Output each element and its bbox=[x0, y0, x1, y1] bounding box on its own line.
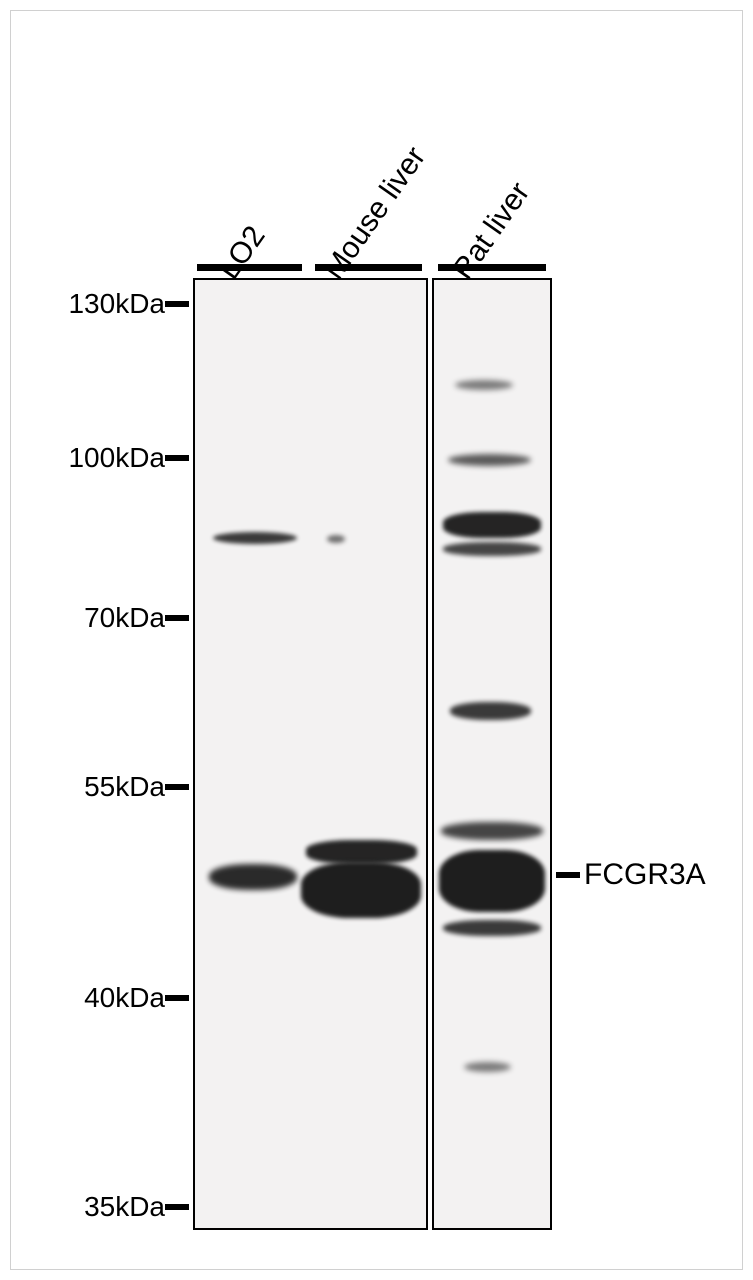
lane-label: LO2 bbox=[212, 220, 272, 286]
western-blot-figure: 130kDa100kDa70kDa55kDa40kDa35kDaLO2Mouse… bbox=[0, 0, 753, 1280]
target-protein-label: FCGR3A bbox=[584, 858, 706, 892]
mw-marker-label: 130kDa bbox=[68, 288, 165, 320]
blot-band bbox=[327, 535, 345, 543]
mw-marker-label: 55kDa bbox=[84, 771, 165, 803]
mw-marker-tick bbox=[165, 1204, 189, 1210]
lane-underline bbox=[315, 264, 422, 271]
blot-band bbox=[443, 512, 540, 538]
blot-band bbox=[301, 862, 421, 918]
blot-band bbox=[450, 702, 531, 720]
mw-marker-tick bbox=[165, 301, 189, 307]
mw-marker-label: 35kDa bbox=[84, 1191, 165, 1223]
lane-underline bbox=[438, 264, 546, 271]
blot-band bbox=[439, 850, 546, 912]
mw-marker-tick bbox=[165, 995, 189, 1001]
mw-marker-label: 70kDa bbox=[84, 602, 165, 634]
blot-band bbox=[306, 840, 417, 864]
blot-band bbox=[443, 920, 540, 936]
mw-marker-label: 40kDa bbox=[84, 982, 165, 1014]
blot-band bbox=[213, 532, 296, 544]
blot-band bbox=[209, 864, 297, 890]
blot-panel bbox=[193, 278, 428, 1230]
blot-band bbox=[441, 822, 543, 840]
blot-band bbox=[464, 1062, 510, 1072]
mw-marker-tick bbox=[165, 784, 189, 790]
blot-band bbox=[443, 542, 540, 556]
blot-band bbox=[455, 380, 513, 390]
target-tick bbox=[556, 872, 580, 878]
lane-underline bbox=[197, 264, 302, 271]
mw-marker-tick bbox=[165, 455, 189, 461]
blot-panel bbox=[432, 278, 552, 1230]
blot-band bbox=[448, 454, 532, 466]
mw-marker-tick bbox=[165, 615, 189, 621]
mw-marker-label: 100kDa bbox=[68, 442, 165, 474]
